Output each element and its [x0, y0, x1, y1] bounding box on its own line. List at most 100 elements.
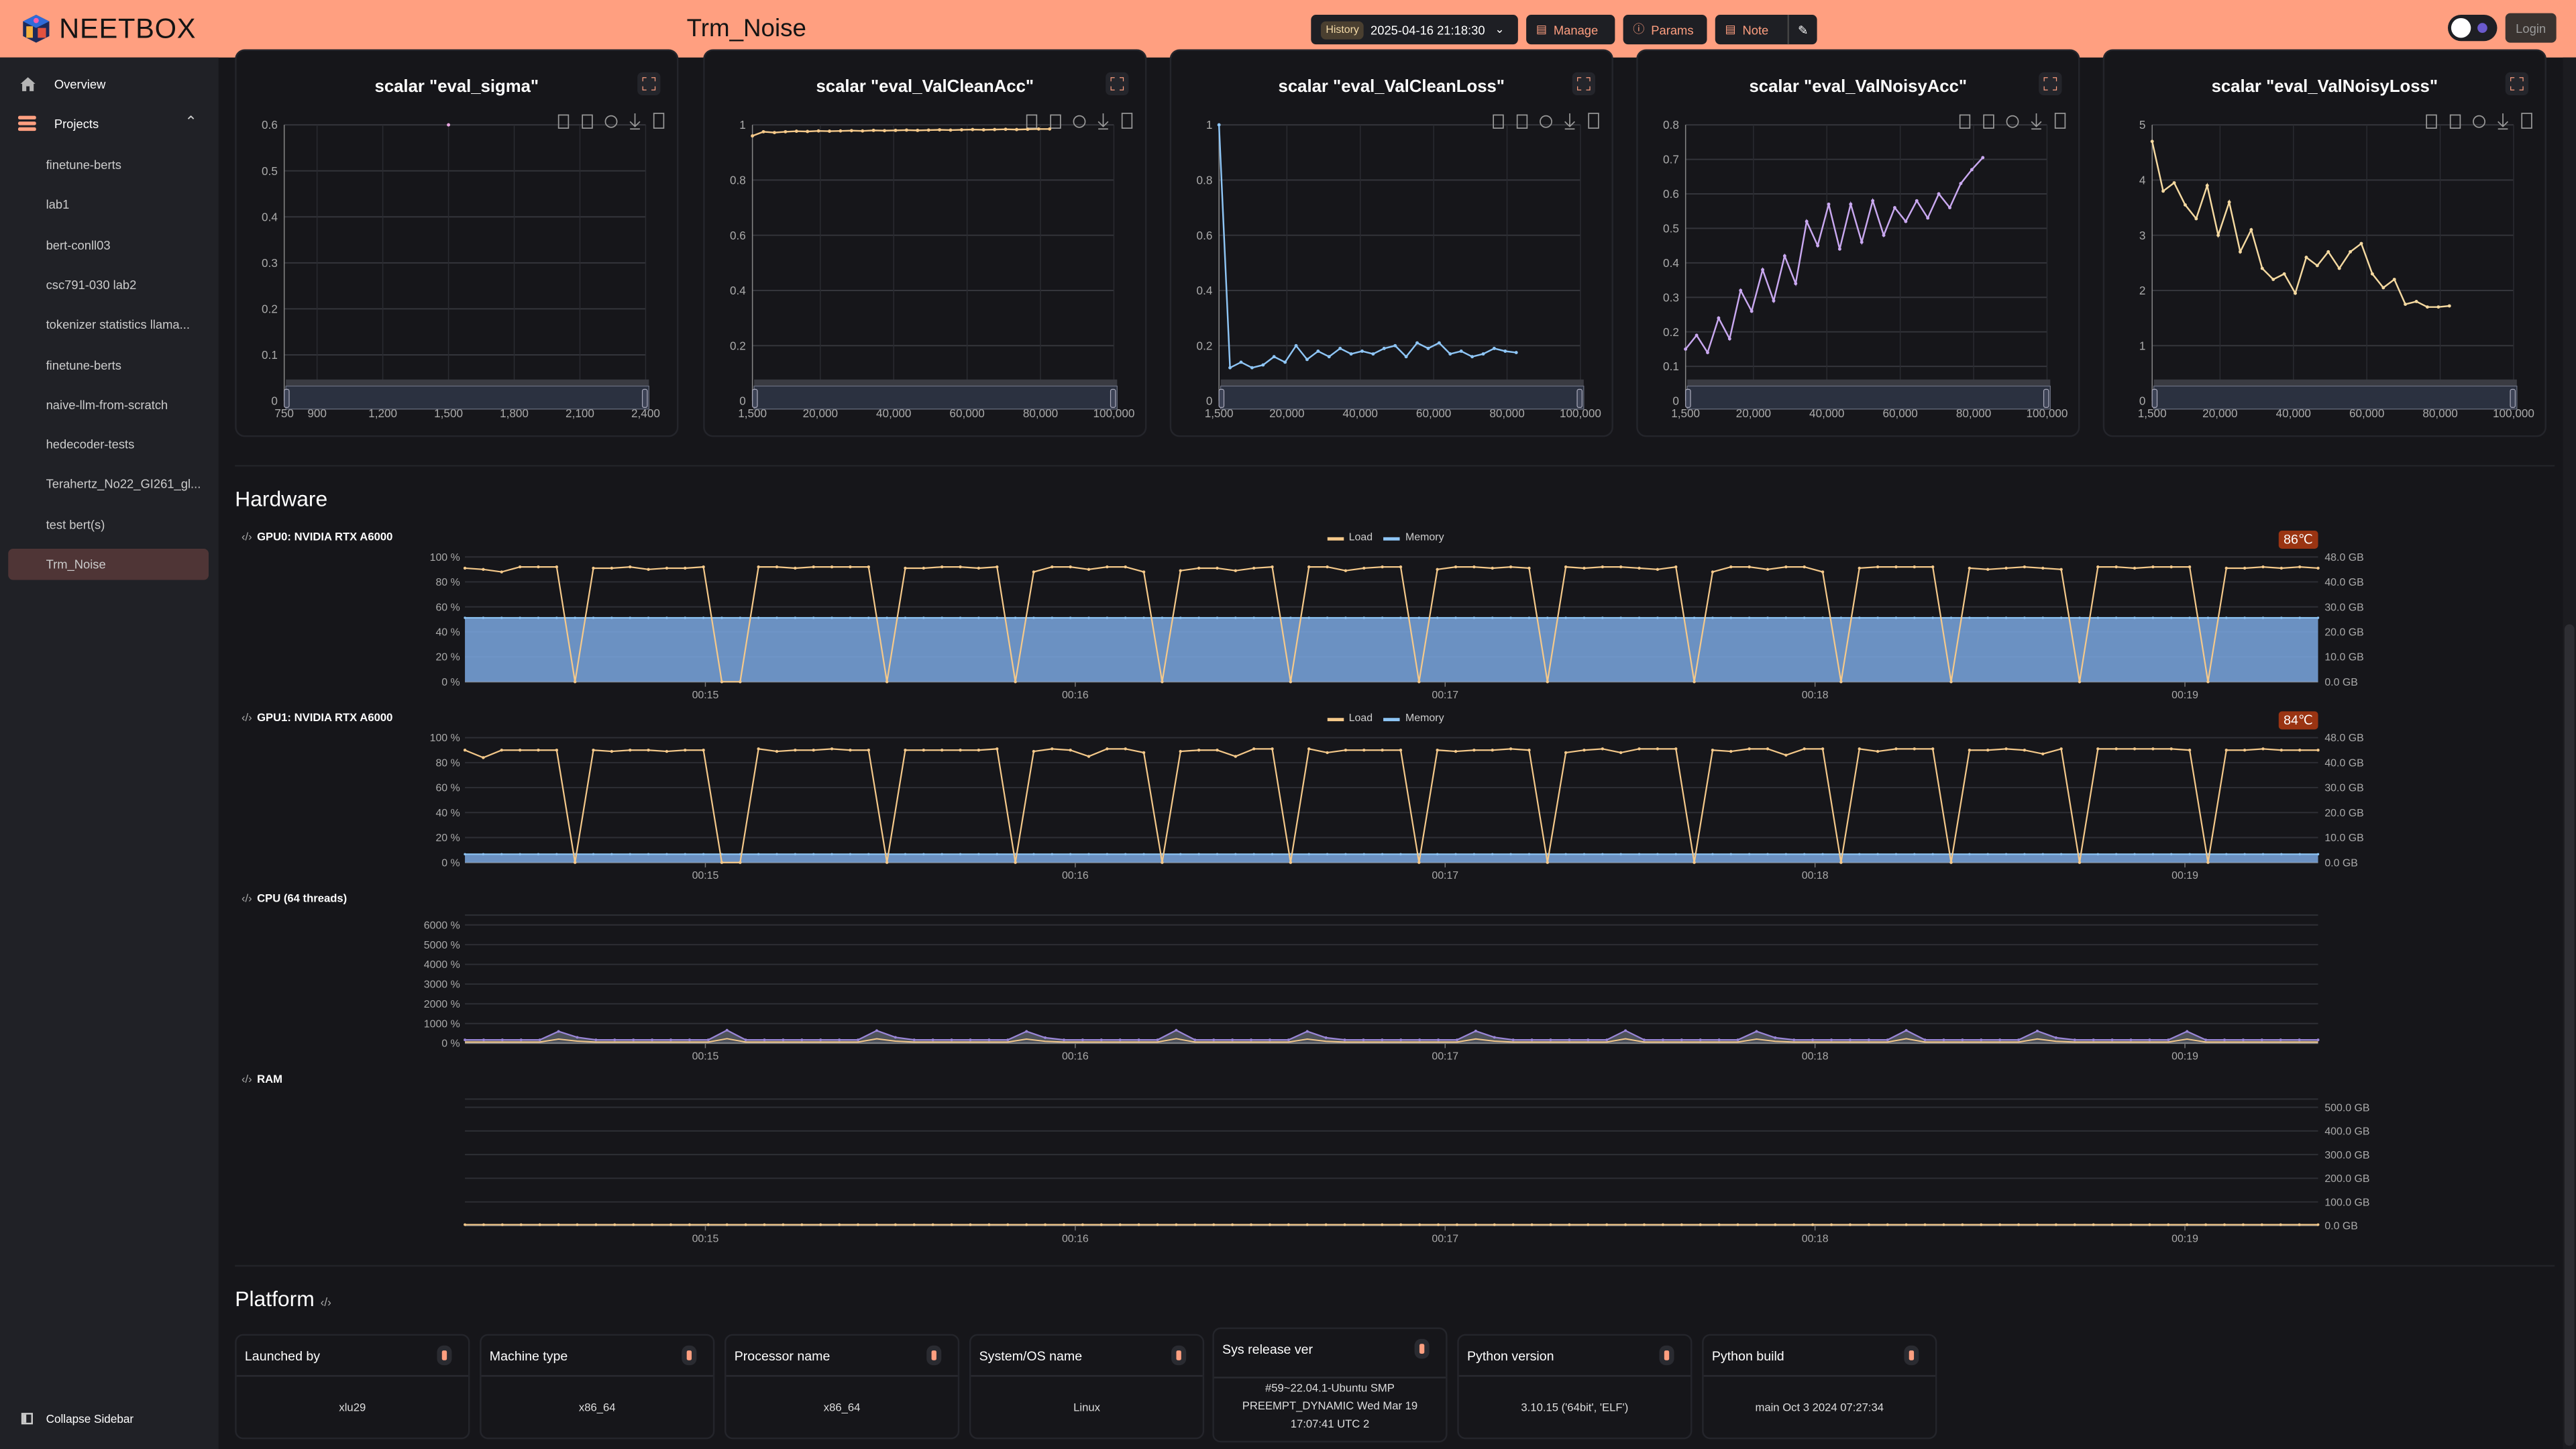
data-point[interactable] [2414, 299, 2418, 303]
data-point[interactable] [1272, 355, 1276, 359]
zoom-icon[interactable] [2426, 114, 2437, 129]
data-point[interactable] [794, 129, 798, 133]
data-point[interactable] [1782, 254, 1786, 258]
datazoom-slider[interactable] [753, 385, 1118, 410]
data-point[interactable] [1904, 219, 1908, 223]
data-point[interactable] [2436, 305, 2440, 309]
restore-icon[interactable] [1073, 115, 1086, 128]
fullscreen-button[interactable] [1106, 72, 1129, 96]
params-button[interactable]: ⓘ Params [1623, 15, 1707, 45]
data-point[interactable] [1684, 347, 1688, 351]
chevron-up-icon[interactable]: ⌃ [184, 113, 197, 130]
data-point[interactable] [1816, 244, 1820, 248]
data-point[interactable] [1893, 206, 1896, 210]
datazoom-slider[interactable] [285, 385, 649, 410]
data-point[interactable] [1926, 216, 1930, 220]
sidebar-item-overview[interactable]: Overview [8, 69, 209, 101]
legend-memory[interactable]: Memory [1405, 532, 1444, 544]
data-point[interactable] [883, 129, 887, 133]
data-point[interactable] [1026, 127, 1030, 131]
copy-button[interactable] [1904, 1345, 1919, 1366]
datazoom-handle-bar[interactable] [1687, 379, 2051, 386]
datazoom-left-handle[interactable] [2151, 388, 2158, 408]
data-point[interactable] [1706, 351, 1709, 355]
restore-icon[interactable] [1540, 115, 1552, 128]
zoom-reset-icon[interactable] [2449, 114, 2461, 129]
data-point[interactable] [1805, 219, 1809, 223]
data-point[interactable] [2161, 189, 2165, 193]
data-point[interactable] [904, 128, 908, 132]
datazoom-right-handle[interactable] [1110, 388, 1116, 408]
copy-button[interactable] [926, 1345, 942, 1366]
data-point[interactable] [871, 128, 875, 132]
sidebar-item-project[interactable]: finetune-berts [8, 150, 209, 181]
data-point[interactable] [1849, 202, 1853, 206]
data-view-icon[interactable] [2521, 113, 2532, 129]
code-icon[interactable]: ‹/› [241, 894, 252, 906]
data-point[interactable] [849, 129, 853, 133]
data-point[interactable] [2249, 228, 2253, 231]
data-point[interactable] [816, 129, 820, 133]
data-point[interactable] [1827, 202, 1831, 206]
code-icon[interactable]: ‹/› [241, 712, 252, 725]
restore-icon[interactable] [604, 115, 618, 128]
data-view-icon[interactable] [1588, 113, 1599, 129]
sidebar-item-project[interactable]: Terahertz_No22_GI261_gl... [8, 469, 209, 500]
datazoom-handle-bar[interactable] [286, 379, 649, 386]
data-point[interactable] [1036, 127, 1040, 131]
data-point[interactable] [938, 128, 942, 131]
data-point[interactable] [1970, 168, 1974, 172]
data-point[interactable] [839, 129, 843, 133]
data-point[interactable] [1327, 355, 1331, 359]
copy-button[interactable] [682, 1345, 697, 1366]
data-point[interactable] [1283, 360, 1287, 364]
fullscreen-button[interactable] [2505, 72, 2529, 96]
sidebar-item-project[interactable]: test bert(s) [8, 508, 209, 540]
data-point[interactable] [1503, 350, 1507, 353]
data-point[interactable] [761, 129, 765, 133]
datazoom-right-handle[interactable] [2043, 388, 2049, 408]
note-button[interactable]: ▤ Note ✎ [1715, 15, 1817, 45]
data-point[interactable] [1437, 341, 1441, 345]
data-point[interactable] [1750, 309, 1754, 313]
fullscreen-button[interactable] [637, 72, 661, 96]
restore-icon[interactable] [2006, 115, 2019, 128]
copy-button[interactable] [1659, 1345, 1674, 1366]
data-point[interactable] [1514, 351, 1518, 355]
data-point[interactable] [1459, 350, 1463, 353]
datazoom-left-handle[interactable] [1685, 388, 1691, 408]
sidebar-item-project[interactable]: tokenizer statistics llama... [8, 309, 209, 341]
fullscreen-button[interactable] [1572, 72, 1595, 96]
data-point[interactable] [1015, 127, 1018, 131]
data-point[interactable] [784, 129, 788, 133]
history-select[interactable]: History 2025-04-16 21:18:30 ⌄ [1311, 15, 1518, 45]
zoom-icon[interactable] [1493, 114, 1504, 129]
datazoom-slider[interactable] [1686, 385, 2051, 410]
data-point[interactable] [2205, 184, 2209, 188]
data-point[interactable] [1481, 352, 1485, 356]
data-point[interactable] [1294, 343, 1298, 347]
data-point[interactable] [1250, 366, 1254, 370]
data-point[interactable] [1837, 247, 1841, 251]
code-icon[interactable]: ‹/› [241, 532, 252, 544]
data-view-icon[interactable] [653, 113, 665, 129]
data-point[interactable] [2337, 266, 2341, 270]
data-point[interactable] [806, 129, 810, 133]
zoom-icon[interactable] [557, 114, 570, 129]
datazoom-slider[interactable] [2153, 385, 2518, 410]
datazoom-handle-bar[interactable] [754, 379, 1118, 386]
data-point[interactable] [1981, 156, 1985, 160]
code-icon[interactable]: ‹/› [241, 1074, 252, 1086]
datazoom-right-handle[interactable] [641, 388, 648, 408]
data-point[interactable] [981, 128, 985, 131]
download-icon[interactable] [2498, 113, 2509, 130]
data-point[interactable] [926, 128, 930, 132]
data-point[interactable] [1239, 360, 1243, 364]
data-point[interactable] [1217, 123, 1221, 127]
sidebar-item-project[interactable]: naive-llm-from-scratch [8, 389, 209, 421]
data-point[interactable] [1959, 182, 1963, 186]
data-point[interactable] [773, 131, 776, 135]
data-point[interactable] [2315, 264, 2319, 268]
data-point[interactable] [1415, 341, 1419, 345]
download-icon[interactable] [1097, 113, 1109, 130]
